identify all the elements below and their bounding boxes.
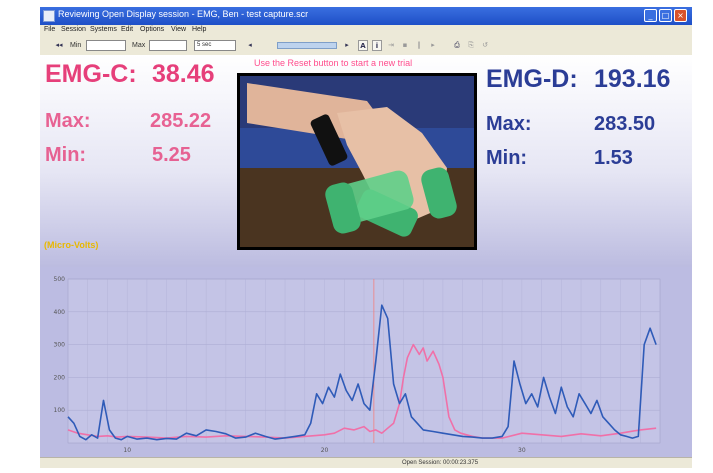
emg-c-max-label: Max: <box>45 110 91 132</box>
emg-c-min-value: 5.25 <box>152 144 191 166</box>
y-tick-label: 200 <box>54 374 66 381</box>
emg-d-min-label: Min: <box>486 147 528 169</box>
nav-icon[interactable]: ⇥ <box>388 41 394 49</box>
minimize-button[interactable]: _ <box>644 9 657 22</box>
play-icon[interactable]: ▸ <box>431 41 435 49</box>
y-tick-label: 400 <box>54 309 66 316</box>
menu-options[interactable]: Options <box>140 26 165 33</box>
emg-d-min-value: 1.53 <box>594 147 633 169</box>
application-window: Reviewing Open Display session - EMG, Be… <box>40 7 692 468</box>
max-label: Max <box>132 42 146 49</box>
status-bar: Open Session: 00:00:23.375 <box>40 457 692 468</box>
step-back-icon[interactable]: ◂ <box>248 41 252 49</box>
emg-d-max-label: Max: <box>486 113 532 135</box>
reset-icon[interactable]: ↺ <box>482 41 488 49</box>
pause-icon[interactable]: ‖ <box>417 41 421 49</box>
print-icon[interactable]: ⎙ <box>454 41 460 49</box>
stop-icon[interactable]: ▪ <box>402 41 408 49</box>
y-tick-label: 300 <box>54 342 66 349</box>
max-input[interactable] <box>149 40 187 51</box>
export-icon[interactable]: ⎘ <box>468 41 474 49</box>
emg-plot: 100 200 300 400 500 10 20 30 <box>40 267 692 457</box>
emg-d-label: EMG-D: <box>486 65 578 93</box>
playback-slider[interactable] <box>277 42 337 49</box>
app-icon <box>43 10 55 22</box>
toolbar: ◂◂ Min Max 5 sec ◂ ▸ A i ⇥ ▪ ‖ ▸ ⎙ ⎘ ↺ <box>40 36 692 56</box>
emg-c-min-label: Min: <box>45 144 87 166</box>
emg-d-value: 193.16 <box>594 65 671 93</box>
menu-help[interactable]: Help <box>192 26 207 33</box>
menu-systems[interactable]: Systems <box>90 26 117 33</box>
min-label: Min <box>70 42 82 49</box>
forearm-dumbbell-image <box>240 76 474 247</box>
emg-c-value: 38.46 <box>152 60 215 88</box>
emg-chart: 100 200 300 400 500 10 20 30 <box>54 276 661 454</box>
menu-file[interactable]: File <box>44 26 56 33</box>
rewind-icon[interactable]: ◂◂ <box>55 41 63 49</box>
timescale-select[interactable]: 5 sec <box>194 40 236 51</box>
x-tick-label: 20 <box>321 447 329 454</box>
units-label: (Micro-Volts) <box>44 240 99 250</box>
reset-banner: Use the Reset button to start a new tria… <box>254 58 413 68</box>
info-button[interactable]: i <box>372 40 382 51</box>
maximize-button[interactable]: □ <box>659 9 672 22</box>
x-tick-label: 10 <box>123 447 131 454</box>
video-panel <box>237 73 477 250</box>
auto-scale-button[interactable]: A <box>358 40 368 51</box>
window-title: Reviewing Open Display session - EMG, Be… <box>58 9 309 19</box>
y-tick-label: 500 <box>54 276 66 283</box>
emg-c-max-value: 285.22 <box>150 110 212 132</box>
close-button[interactable]: × <box>674 9 687 22</box>
menu-bar: File Session Systems Edit Options View H… <box>40 25 692 36</box>
menu-session[interactable]: Session <box>61 26 86 33</box>
emg-c-label: EMG-C: <box>45 60 137 88</box>
session-time: Open Session: 00:00:23.375 <box>402 460 479 466</box>
readout-panel: Use the Reset button to start a new tria… <box>40 55 692 267</box>
min-input[interactable] <box>86 40 126 51</box>
x-tick-label: 30 <box>518 447 526 454</box>
emg-d-series-line <box>67 304 657 441</box>
y-tick-label: 100 <box>54 407 66 414</box>
title-bar: Reviewing Open Display session - EMG, Be… <box>40 7 692 25</box>
menu-edit[interactable]: Edit <box>121 26 134 33</box>
menu-view[interactable]: View <box>171 26 187 33</box>
step-forward-icon[interactable]: ▸ <box>345 41 349 49</box>
emg-d-max-value: 283.50 <box>594 113 656 135</box>
